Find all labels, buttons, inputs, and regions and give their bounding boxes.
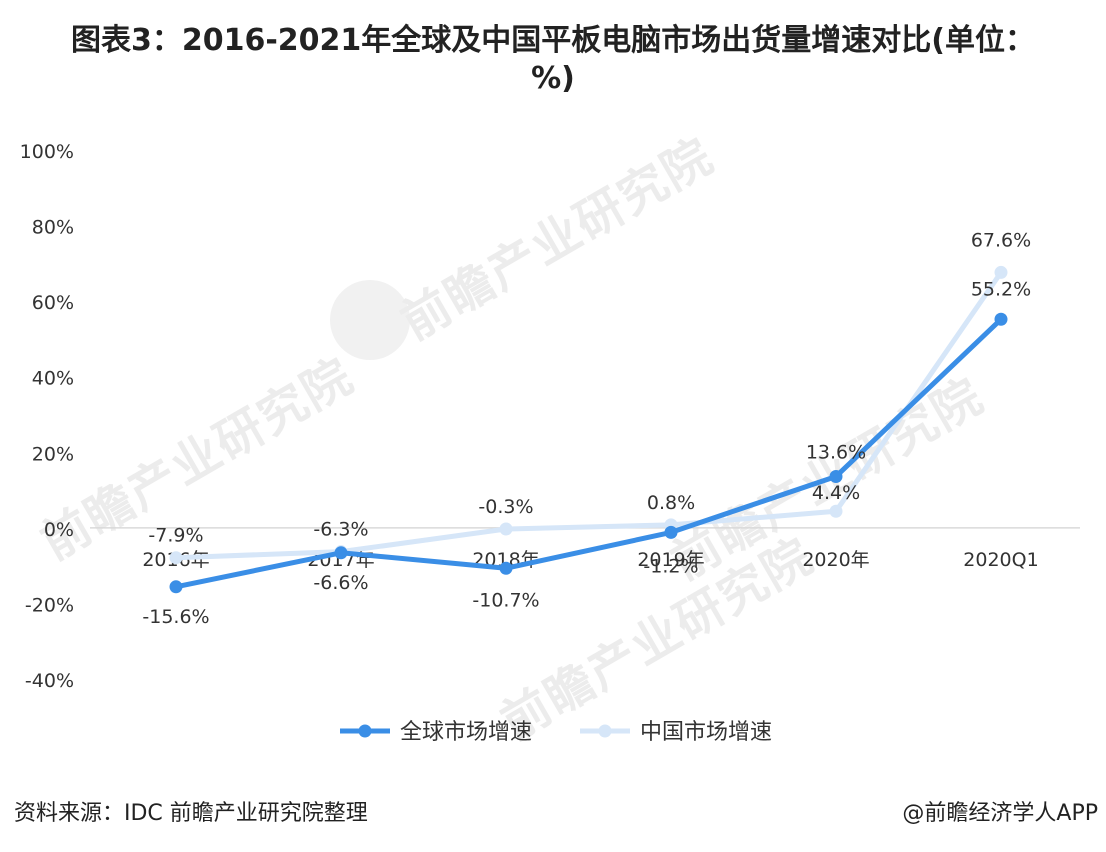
x-tick-label: 2020Q1 xyxy=(963,549,1038,571)
chart-title: 图表3：2016-2021年全球及中国平板电脑市场出货量增速对比(单位：%) xyxy=(70,23,1036,96)
watermark-logo xyxy=(330,280,410,360)
data-label: -1.2% xyxy=(643,555,698,577)
y-tick-label: 20% xyxy=(32,443,74,465)
data-label: -15.6% xyxy=(142,606,209,628)
data-point xyxy=(499,522,513,536)
data-point xyxy=(994,312,1008,326)
data-point xyxy=(169,580,183,594)
x-tick-label: 2019年 xyxy=(637,549,704,571)
y-tick-label: 60% xyxy=(32,292,74,314)
y-tick-label: -20% xyxy=(25,594,74,616)
data-point xyxy=(334,546,348,560)
data-label: 67.6% xyxy=(971,229,1031,251)
y-tick-label: 100% xyxy=(20,141,74,163)
data-label: -10.7% xyxy=(472,589,539,611)
brand-credit: @前瞻经济学人APP xyxy=(902,801,1098,826)
data-label: 0.8% xyxy=(647,492,695,514)
x-tick-label: 2020年 xyxy=(802,549,869,571)
data-point xyxy=(499,561,513,575)
data-point xyxy=(169,551,183,565)
series-line xyxy=(175,271,1004,561)
series-line xyxy=(175,317,1003,590)
y-tick-label: 0% xyxy=(44,519,74,541)
data-label: 13.6% xyxy=(806,441,866,463)
data-point xyxy=(829,469,843,483)
data-label: 55.2% xyxy=(971,278,1031,300)
data-label: -6.3% xyxy=(313,519,368,541)
data-label: -7.9% xyxy=(148,525,203,547)
data-label: 4.4% xyxy=(812,482,860,504)
data-point xyxy=(994,265,1008,279)
legend-label: 全球市场增速 xyxy=(400,720,532,745)
legend-label: 中国市场增速 xyxy=(640,720,772,745)
y-tick-label: -40% xyxy=(25,670,74,692)
line-chart: -40%-20%0%20%40%60%80%100%2016年2017年2018… xyxy=(20,141,1080,745)
legend-marker xyxy=(358,724,372,738)
data-point xyxy=(664,525,678,539)
y-tick-label: 40% xyxy=(32,368,74,390)
data-label: -0.3% xyxy=(478,496,533,518)
y-tick-label: 80% xyxy=(32,217,74,239)
data-point xyxy=(829,504,843,518)
data-label: -6.6% xyxy=(313,572,368,594)
legend-marker xyxy=(598,724,612,738)
source-note: 资料来源：IDC 前瞻产业研究院整理 xyxy=(14,801,368,826)
